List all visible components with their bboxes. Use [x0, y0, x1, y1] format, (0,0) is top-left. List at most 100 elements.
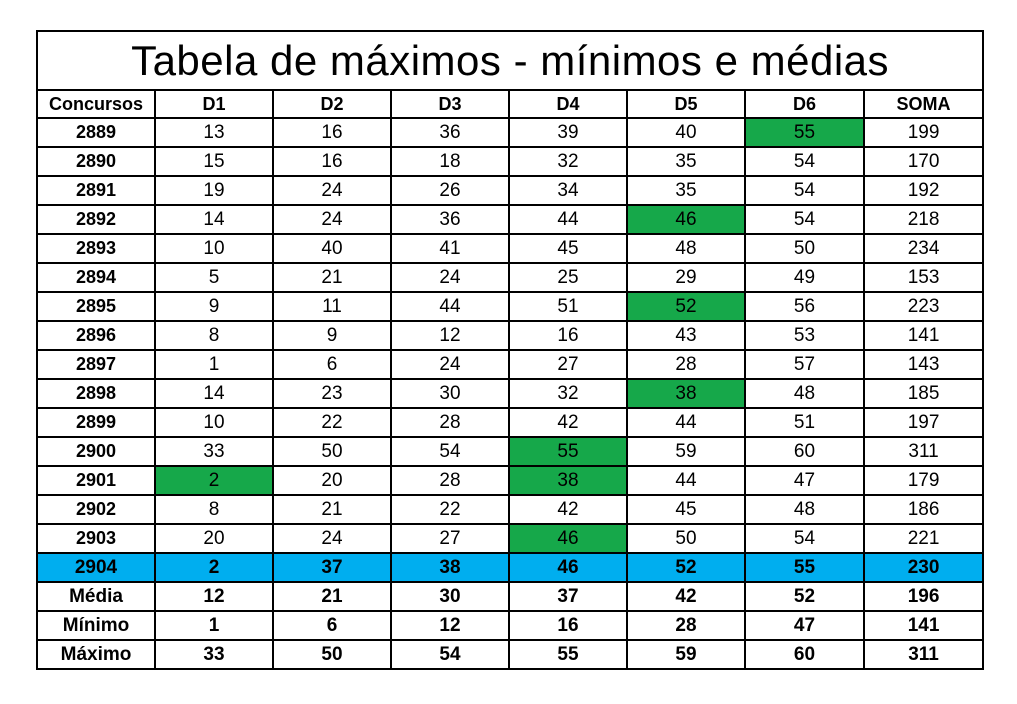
cell-d5: 35	[626, 146, 746, 177]
cell-d4: 27	[508, 349, 628, 380]
stat-d4: 16	[508, 610, 628, 641]
cell-d3: 27	[390, 523, 510, 554]
cell-d4: 42	[508, 407, 628, 438]
cell-d3: 22	[390, 494, 510, 525]
table-row: 2898 14 23 30 32 38 48 185	[36, 378, 985, 409]
cell-d6: 56	[744, 291, 865, 322]
cell-d2: 21	[272, 494, 392, 525]
stat-soma: 141	[862, 610, 985, 641]
cell-d1: 2	[154, 552, 274, 583]
table-row: 2895 9 11 44 51 52 56 223	[36, 291, 985, 322]
cell-d6: 54	[744, 175, 865, 206]
stat-row: Média 12 21 30 37 42 52 196	[36, 581, 985, 612]
cell-d4: 46	[508, 523, 628, 554]
concurso-number: 2899	[36, 407, 156, 438]
cell-d4: 32	[508, 146, 628, 177]
cell-d5: 52	[626, 552, 746, 583]
cell-d2: 37	[272, 552, 392, 583]
column-header-d2: D2	[272, 89, 392, 119]
stat-d5: 59	[626, 639, 746, 670]
cell-d3: 28	[390, 407, 510, 438]
stat-d3: 54	[390, 639, 510, 670]
cell-d4: 45	[508, 233, 628, 264]
cell-d5: 48	[626, 233, 746, 264]
cell-d2: 9	[272, 320, 392, 351]
cell-d1: 5	[154, 262, 274, 293]
table-title: Tabela de máximos - mínimos e médias	[35, 30, 985, 91]
cell-d1: 9	[154, 291, 274, 322]
stat-label: Mínimo	[36, 610, 156, 641]
cell-soma: 153	[862, 262, 985, 293]
cell-d5: 45	[626, 494, 746, 525]
cell-d5: 44	[626, 407, 746, 438]
table-row: 2899 10 22 28 42 44 51 197	[36, 407, 985, 438]
cell-d1: 1	[154, 349, 274, 380]
cell-d5: 50	[626, 523, 746, 554]
table-row: 2891 19 24 26 34 35 54 192	[36, 175, 985, 206]
cell-d1: 14	[154, 204, 274, 235]
cell-d1: 10	[154, 233, 274, 264]
cell-d4: 44	[508, 204, 628, 235]
cell-soma: 197	[862, 407, 985, 438]
cell-d5: 52	[626, 291, 746, 322]
cell-d5: 59	[626, 436, 746, 467]
concurso-number: 2895	[36, 291, 156, 322]
cell-d3: 54	[390, 436, 510, 467]
cell-d3: 41	[390, 233, 510, 264]
cell-d1: 10	[154, 407, 274, 438]
cell-soma: 143	[862, 349, 985, 380]
stat-label: Média	[36, 581, 156, 612]
cell-d1: 19	[154, 175, 274, 206]
column-header-concursos: Concursos	[36, 89, 156, 119]
stat-soma: 311	[862, 639, 985, 670]
cell-d5: 44	[626, 465, 746, 496]
cell-d3: 12	[390, 320, 510, 351]
cell-d6: 48	[744, 494, 865, 525]
cell-d6: 54	[744, 523, 865, 554]
stat-d1: 12	[154, 581, 274, 612]
cell-d5: 40	[626, 117, 746, 148]
cell-d3: 24	[390, 262, 510, 293]
stat-d4: 37	[508, 581, 628, 612]
cell-soma: 170	[862, 146, 985, 177]
cell-d1: 33	[154, 436, 274, 467]
stats-table: Tabela de máximos - mínimos e médias Con…	[35, 30, 985, 670]
cell-soma: 230	[862, 552, 985, 583]
table-row: 2890 15 16 18 32 35 54 170	[36, 146, 985, 177]
cell-d6: 54	[744, 146, 865, 177]
stat-d1: 1	[154, 610, 274, 641]
cell-soma: 221	[862, 523, 985, 554]
cell-d3: 18	[390, 146, 510, 177]
cell-soma: 199	[862, 117, 985, 148]
header-row: Concursos D1 D2 D3 D4 D5 D6 SOMA	[36, 89, 985, 119]
cell-d4: 25	[508, 262, 628, 293]
cell-d2: 24	[272, 204, 392, 235]
cell-d4: 46	[508, 552, 628, 583]
table-row: 2896 8 9 12 16 43 53 141	[36, 320, 985, 351]
cell-d4: 51	[508, 291, 628, 322]
table-row: 2893 10 40 41 45 48 50 234	[36, 233, 985, 264]
stat-d6: 47	[744, 610, 865, 641]
concurso-number: 2894	[36, 262, 156, 293]
cell-d1: 20	[154, 523, 274, 554]
concurso-number: 2903	[36, 523, 156, 554]
stat-d2: 6	[272, 610, 392, 641]
table-row: 2901 2 20 28 38 44 47 179	[36, 465, 985, 496]
table-row: 2892 14 24 36 44 46 54 218	[36, 204, 985, 235]
cell-soma: 234	[862, 233, 985, 264]
stat-soma: 196	[862, 581, 985, 612]
cell-d4: 42	[508, 494, 628, 525]
stat-d5: 42	[626, 581, 746, 612]
cell-d3: 36	[390, 117, 510, 148]
cell-d4: 34	[508, 175, 628, 206]
stat-d2: 50	[272, 639, 392, 670]
cell-soma: 179	[862, 465, 985, 496]
column-header-d6: D6	[744, 89, 865, 119]
cell-d2: 50	[272, 436, 392, 467]
cell-d6: 55	[744, 117, 865, 148]
cell-d3: 24	[390, 349, 510, 380]
cell-soma: 223	[862, 291, 985, 322]
cell-d6: 48	[744, 378, 865, 409]
cell-d6: 47	[744, 465, 865, 496]
stat-d4: 55	[508, 639, 628, 670]
